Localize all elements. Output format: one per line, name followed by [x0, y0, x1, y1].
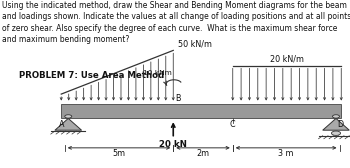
Text: 20 kN/m: 20 kN/m [270, 55, 304, 64]
Text: D: D [338, 120, 344, 129]
Text: A: A [58, 120, 64, 129]
Text: Using the indicated method, draw the Shear and Bending Moment diagrams for the b: Using the indicated method, draw the She… [2, 1, 350, 44]
Text: C: C [230, 120, 236, 129]
Circle shape [331, 131, 341, 135]
Text: 5m: 5m [112, 149, 126, 158]
Text: 10 kNm: 10 kNm [143, 70, 172, 76]
Circle shape [332, 115, 340, 118]
Text: 2m: 2m [196, 149, 210, 158]
Bar [61, 104, 341, 118]
Text: 50 kN/m: 50 kN/m [178, 40, 212, 49]
Text: PROBLEM 7: Use Area Method: PROBLEM 7: Use Area Method [19, 71, 164, 80]
Polygon shape [323, 118, 349, 130]
Text: 20 kN: 20 kN [159, 140, 187, 149]
Text: B: B [175, 94, 181, 103]
Polygon shape [55, 118, 82, 130]
Circle shape [65, 115, 72, 118]
Text: 3 m: 3 m [278, 149, 294, 158]
